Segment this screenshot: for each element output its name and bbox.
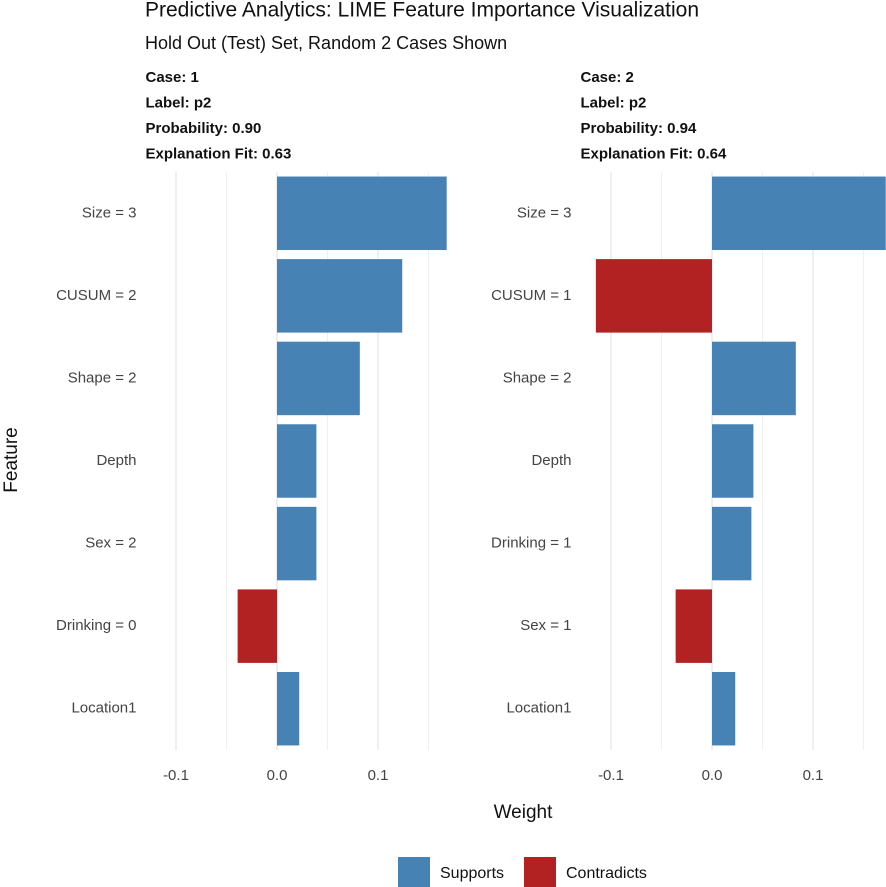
case-info: Label: p2 <box>581 94 647 111</box>
bar <box>277 341 360 416</box>
y-axis-label: Feature <box>1 427 22 492</box>
case-info: Explanation Fit: 0.64 <box>581 145 728 162</box>
y-tick-label: Location1 <box>71 700 136 717</box>
y-tick-label: Drinking = 1 <box>491 535 571 552</box>
y-tick-label: Shape = 2 <box>503 369 572 386</box>
chart-title: Predictive Analytics: LIME Feature Impor… <box>145 0 699 22</box>
legend-swatch <box>524 857 556 887</box>
y-tick-label: CUSUM = 1 <box>491 287 571 304</box>
y-tick-label: Shape = 2 <box>68 369 137 386</box>
x-tick-label: 0.1 <box>803 767 824 784</box>
bar <box>675 589 712 663</box>
y-tick-label: Size = 3 <box>82 204 137 221</box>
case-info: Explanation Fit: 0.63 <box>146 145 292 162</box>
bar <box>712 341 796 416</box>
bar <box>277 506 317 581</box>
bar <box>277 424 317 498</box>
case-info: Label: p2 <box>146 94 212 111</box>
legend-label: Supports <box>440 865 504 882</box>
x-tick-label: -0.1 <box>163 767 189 784</box>
bar <box>237 589 277 663</box>
x-axis-label: Weight <box>494 802 554 823</box>
y-tick-label: CUSUM = 2 <box>56 287 136 304</box>
x-tick-label: 0.1 <box>368 767 389 784</box>
case-info: Probability: 0.90 <box>146 120 262 137</box>
chart-subtitle: Hold Out (Test) Set, Random 2 Cases Show… <box>145 33 507 53</box>
y-tick-label: Location1 <box>506 700 571 717</box>
bar <box>712 671 736 746</box>
y-tick-label: Size = 3 <box>517 204 572 221</box>
y-tick-label: Depth <box>531 452 571 469</box>
bar <box>277 176 447 251</box>
y-tick-label: Depth <box>96 452 136 469</box>
bar <box>277 259 403 333</box>
x-tick-label: -0.1 <box>598 767 624 784</box>
y-tick-label: Sex = 2 <box>85 535 136 552</box>
legend-swatch <box>398 857 430 887</box>
x-tick-label: 0.0 <box>702 767 723 784</box>
x-tick-label: 0.0 <box>267 767 288 784</box>
bar <box>277 671 300 746</box>
case-info: Probability: 0.94 <box>581 120 698 137</box>
bar <box>712 506 752 581</box>
case-info: Case: 2 <box>581 69 634 86</box>
bar <box>595 259 712 333</box>
case-info: Case: 1 <box>146 69 199 86</box>
legend-label: Contradicts <box>566 865 647 882</box>
bar <box>712 176 886 251</box>
y-tick-label: Sex = 1 <box>520 617 571 634</box>
bar <box>712 424 754 498</box>
y-tick-label: Drinking = 0 <box>56 617 136 634</box>
